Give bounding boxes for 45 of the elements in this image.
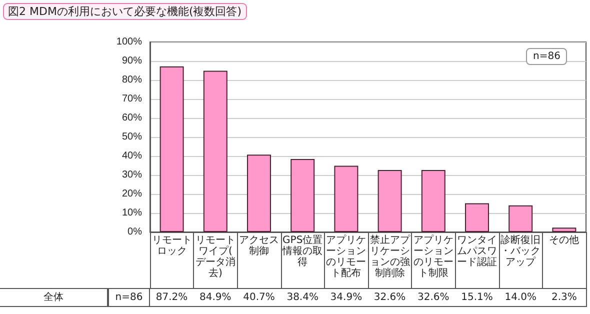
x-tick-label: ワンタイムパスワード認証 (457, 235, 497, 268)
data-label: 32.6% (368, 288, 413, 307)
bar (203, 70, 228, 232)
bar (552, 228, 576, 232)
bar (465, 203, 489, 232)
text: n=86 (108, 288, 150, 307)
x-tick-label: アプリケーションのリモート制限 (413, 234, 454, 279)
bar (334, 166, 358, 232)
x-tick-label: 診断復旧・バックアップ (500, 234, 541, 268)
bar (421, 170, 446, 232)
x-tick-label: GPS位置情報の取得 (282, 234, 323, 268)
chart-title: 図2 MDMの利用において必要な機能(複数回答) (8, 5, 242, 18)
y-tick-label: 100% (116, 36, 142, 48)
x-tick-label: その他 (549, 234, 580, 246)
text: 全体 (0, 288, 108, 307)
bar (247, 154, 271, 232)
data-label: 84.9% (194, 288, 238, 307)
bar (378, 170, 402, 232)
x-tick-label: 禁止アプリケーションの強制削除 (370, 234, 411, 279)
y-tick-label: 50% (122, 132, 142, 142)
annotation: n=86 (526, 48, 568, 65)
y-tick-label: 40% (122, 150, 142, 162)
data-label: 40.7% (237, 288, 282, 307)
bar (160, 66, 184, 232)
y-tick-label: 90% (122, 56, 142, 66)
data-label: 87.2% (150, 288, 195, 307)
y-tick-label: 0% (128, 226, 142, 238)
data-label: 2.3% (542, 288, 587, 307)
data-label: 15.1% (455, 288, 500, 307)
y-tick-label: 70% (122, 94, 142, 104)
bar (508, 205, 533, 232)
y-tick-label: 60% (122, 112, 142, 124)
data-label: 32.6% (412, 288, 456, 307)
y-tick-label: 10% (122, 208, 142, 218)
data-label: 38.4% (280, 288, 326, 307)
x-tick-label: アクセス制御 (239, 235, 279, 257)
bar (290, 159, 315, 232)
y-tick-label: 30% (122, 170, 142, 180)
x-tick-label: アプリケーションのリモート配布 (326, 234, 366, 279)
data-label: 34.9% (324, 288, 369, 307)
x-tick-label: リモートロック (152, 235, 192, 257)
y-tick-label: 20% (122, 188, 142, 200)
x-tick-label: リモートワイプ(データ消去) (195, 235, 236, 279)
data-label: 14.0% (498, 288, 544, 307)
y-tick-label: 80% (122, 74, 142, 86)
